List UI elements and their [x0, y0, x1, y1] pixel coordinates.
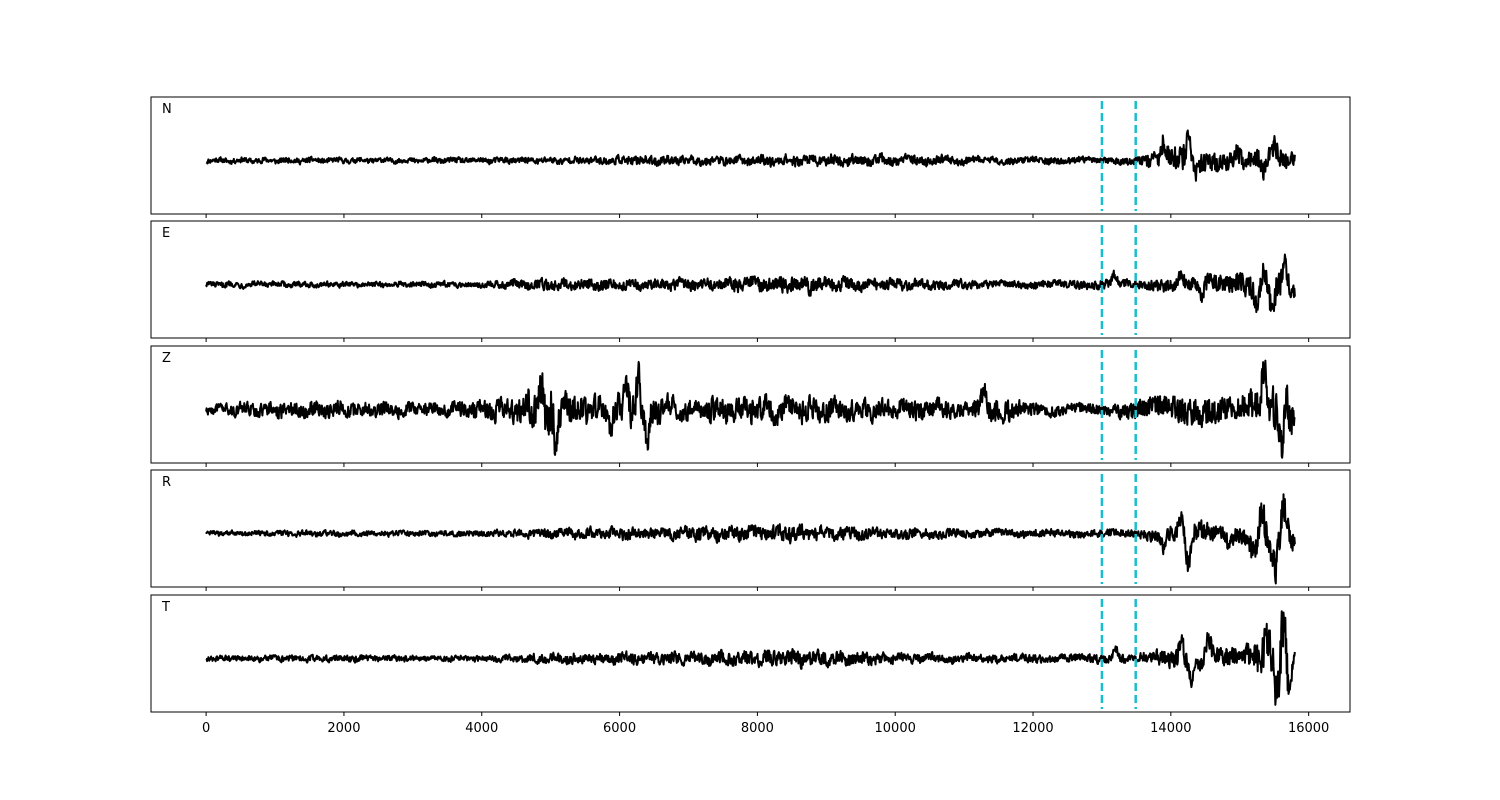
x-tick-label: 2000	[327, 721, 360, 736]
x-tick-label: 14000	[1150, 721, 1191, 736]
x-tick-label: 4000	[465, 721, 498, 736]
x-tick-label: 6000	[603, 721, 636, 736]
x-tick-label: 12000	[1012, 721, 1053, 736]
waveform-trace-r	[205, 493, 1296, 585]
x-tick-label: 8000	[741, 721, 774, 736]
x-axis: 0 2000 4000 6000 8000 10000 12000 14000 16000	[202, 721, 1329, 736]
channel-label: R	[162, 475, 171, 490]
waveform-trace-e	[205, 253, 1296, 314]
waveform-trace-z	[205, 359, 1296, 459]
panel-frame	[150, 594, 1351, 713]
channel-label: T	[161, 600, 170, 615]
x-tick-label: 16000	[1288, 721, 1329, 736]
panel-t: T	[150, 594, 1351, 716]
x-tick-label: 10000	[875, 721, 916, 736]
waveform-trace-n	[205, 129, 1296, 182]
panel-n: N	[150, 96, 1351, 218]
panel-z: Z	[150, 345, 1351, 467]
panel-stack: N E Z R T	[150, 96, 1351, 716]
x-tick-label: 0	[202, 721, 210, 736]
panel-frame	[150, 220, 1351, 339]
channel-label: E	[162, 226, 170, 241]
channel-label: N	[162, 102, 172, 117]
panel-e: E	[150, 220, 1351, 342]
channel-label: Z	[162, 351, 171, 366]
panel-frame	[150, 96, 1351, 215]
panel-frame	[150, 469, 1351, 588]
panel-frame	[150, 345, 1351, 464]
waveform-trace-t	[205, 610, 1296, 706]
panel-r: R	[150, 469, 1351, 591]
